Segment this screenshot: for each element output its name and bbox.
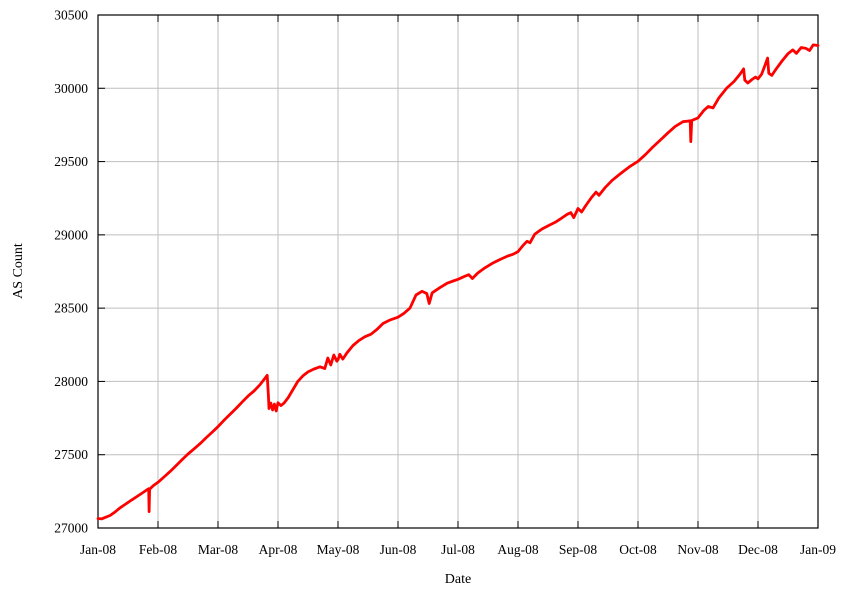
y-tick-label: 29500 (54, 154, 88, 169)
x-tick-label: Aug-08 (497, 542, 538, 557)
x-tick-label: Nov-08 (677, 542, 718, 557)
x-tick-label: Sep-08 (559, 542, 597, 557)
grid-lines (98, 15, 818, 528)
y-tick-label: 30000 (54, 81, 88, 96)
y-tick-label: 27000 (54, 521, 88, 536)
x-tick-labels: Jan-08 Feb-08 Mar-08 Apr-08 May-08 Jun-08 Jul-… (80, 542, 836, 557)
x-tick-label: Mar-08 (198, 542, 238, 557)
x-axis-title: Date (444, 572, 472, 587)
x-tick-label: May-08 (317, 542, 360, 557)
x-tick-label: Jul-08 (441, 542, 475, 557)
x-tick-label: Dec-08 (738, 542, 778, 557)
y-tick-label: 28500 (54, 301, 88, 316)
plot-border (97, 14, 819, 529)
y-tick-label: 29000 (54, 227, 88, 242)
y-tick-label: 30500 (54, 8, 88, 23)
y-axis-title: AS Count (11, 243, 26, 299)
y-tick-label: 28000 (54, 374, 88, 389)
as-count-series-line (96, 43, 820, 521)
x-tick-label: Jun-08 (380, 542, 417, 557)
y-tick-labels: 27000 27500 28000 28500 29000 29500 30000 30500 (54, 8, 88, 536)
y-tick-label: 27500 (54, 447, 88, 462)
x-tick-label: Oct-08 (619, 542, 657, 557)
x-tick-label: Jan-09 (800, 542, 836, 557)
x-tick-label: Apr-08 (259, 542, 298, 557)
x-tick-label: Feb-08 (139, 542, 177, 557)
x-tick-label: Jan-08 (80, 542, 116, 557)
